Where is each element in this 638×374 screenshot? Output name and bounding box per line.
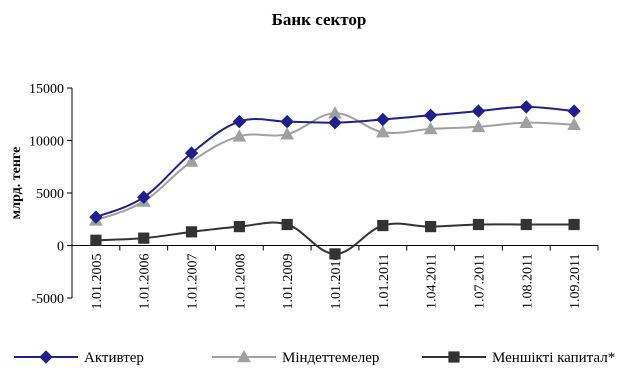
legend-marker [237, 349, 251, 363]
series-point-2 [425, 221, 437, 233]
series-point-1 [184, 154, 199, 167]
legend-marker [39, 350, 53, 364]
x-tick-label: 1.09.2011 [568, 254, 583, 309]
y-tick-label: 0 [57, 240, 64, 255]
x-tick-label: 1.01.2007 [186, 254, 201, 310]
x-tick-label: 1.01.2008 [233, 254, 248, 310]
x-tick-label: 1.07.2011 [472, 254, 487, 309]
series-point-0 [89, 210, 103, 224]
y-axis-label: млрд. тенге [9, 147, 24, 220]
legend-label: Меншікті капитал* [492, 350, 615, 366]
series-point-0 [137, 190, 151, 204]
x-tick-label: 1.01.2005 [90, 254, 105, 310]
series-point-2 [377, 219, 389, 232]
series-point-1 [280, 127, 295, 140]
series-point-2 [233, 221, 245, 233]
series-point-1 [567, 117, 581, 131]
series-point-2 [138, 232, 150, 244]
y-tick-label: 10000 [29, 135, 64, 150]
x-tick-label: 1.01.2006 [138, 254, 153, 310]
series-point-1 [375, 125, 390, 138]
series-point-0 [471, 104, 486, 118]
x-tick-label: 1.04.2011 [425, 254, 440, 309]
y-tick-label: 5000 [36, 187, 64, 202]
legend-label: Міндеттемелер [282, 350, 379, 366]
y-tick-label: -5000 [31, 292, 64, 307]
series-point-2 [90, 234, 102, 246]
series-point-0 [184, 146, 199, 160]
series-point-0 [519, 100, 533, 114]
series-point-2 [472, 218, 485, 231]
x-tick-label: 1.01.2011 [377, 254, 392, 309]
series-point-1 [471, 119, 486, 133]
y-tick-label: 15000 [29, 82, 64, 97]
series-point-0 [423, 108, 438, 123]
series-point-1 [519, 115, 534, 128]
series-point-2 [281, 218, 293, 231]
series-point-1 [232, 129, 247, 142]
series-point-2 [568, 218, 580, 231]
series-point-0 [376, 112, 390, 127]
chart-title: Банк сектор [271, 10, 367, 29]
x-tick-label: 1.01.2009 [281, 254, 296, 310]
x-tick-label: 1.08.2011 [520, 254, 535, 309]
series-point-2 [329, 248, 341, 260]
legend-marker [448, 351, 460, 363]
x-tick-label: 1.01.2010 [329, 254, 344, 310]
series-point-2 [185, 226, 198, 238]
series-point-0 [328, 115, 342, 130]
series-point-0 [280, 114, 294, 129]
series-point-0 [232, 114, 247, 129]
series-point-1 [423, 121, 438, 135]
series-point-2 [520, 218, 532, 231]
series-point-0 [567, 104, 581, 118]
legend-label: Активтер [84, 350, 144, 366]
